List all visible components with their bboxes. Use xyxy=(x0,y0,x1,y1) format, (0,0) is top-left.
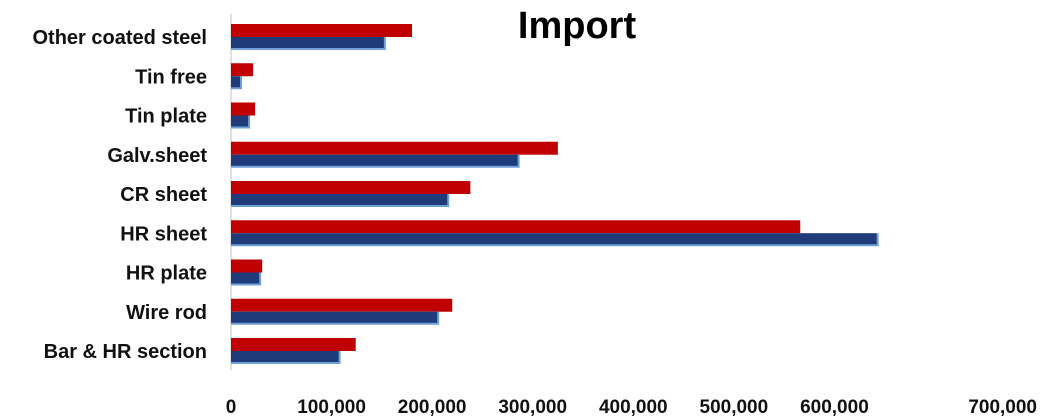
category-label-tin-plate: Tin plate xyxy=(125,106,207,128)
x-tick-label: 200,000 xyxy=(398,397,467,418)
x-tick-label: 0 xyxy=(226,397,237,418)
bar-tin-free-series-1 xyxy=(231,63,254,77)
x-tick-label: 700,000 xyxy=(968,397,1037,418)
x-tick-labels: 0 100,000 200,000 300,000 400,000 500,000 600,… xyxy=(226,397,1037,418)
x-tick-label: 300,000 xyxy=(498,397,567,418)
bar-hr-plate-series-2 xyxy=(231,272,260,284)
bar-wire-rod-series-2 xyxy=(231,311,438,323)
bar-tin-free-series-2 xyxy=(231,76,241,88)
bar-other-coated-steel-series-2 xyxy=(231,37,384,48)
x-tick-label: 500,000 xyxy=(700,397,769,418)
bar-hr-sheet-series-2 xyxy=(231,233,877,245)
x-tick-label: 600,000 xyxy=(800,397,869,418)
bar-tin-plate-series-2 xyxy=(231,115,249,127)
bar-tin-plate-series-1 xyxy=(231,102,256,116)
x-tick-label: 400,000 xyxy=(599,397,668,418)
bar-bar-hr-section-series-1 xyxy=(231,338,356,351)
bar-galv-sheet-series-2 xyxy=(231,154,518,166)
category-label-hr-sheet: HR sheet xyxy=(120,223,207,245)
category-label-galv-sheet: Galv.sheet xyxy=(107,145,207,167)
bar-cr-sheet-series-1 xyxy=(231,181,471,194)
category-labels: Bar & HR section Wire rod HR plate HR sheet… xyxy=(32,27,207,363)
category-label-wire-rod: Wire rod xyxy=(126,302,207,324)
bars-group xyxy=(231,24,879,364)
category-label-tin-free: Tin free xyxy=(135,66,207,88)
chart-title: Import xyxy=(518,5,637,47)
bar-hr-plate-series-1 xyxy=(231,259,263,273)
category-label-other-coated-steel: Other coated steel xyxy=(32,27,207,49)
category-label-hr-plate: HR plate xyxy=(126,263,207,285)
bar-other-coated-steel-series-1 xyxy=(231,24,413,37)
bar-cr-sheet-series-2 xyxy=(231,194,448,205)
bar-bar-hr-section-series-2 xyxy=(231,351,339,362)
category-label-bar-hr-section: Bar & HR section xyxy=(44,341,207,363)
bar-wire-rod-series-1 xyxy=(231,298,453,312)
x-tick-label: 100,000 xyxy=(297,397,366,418)
category-label-cr-sheet: CR sheet xyxy=(120,184,207,206)
bar-galv-sheet-series-1 xyxy=(231,141,558,155)
bar-hr-sheet-series-1 xyxy=(231,220,801,234)
